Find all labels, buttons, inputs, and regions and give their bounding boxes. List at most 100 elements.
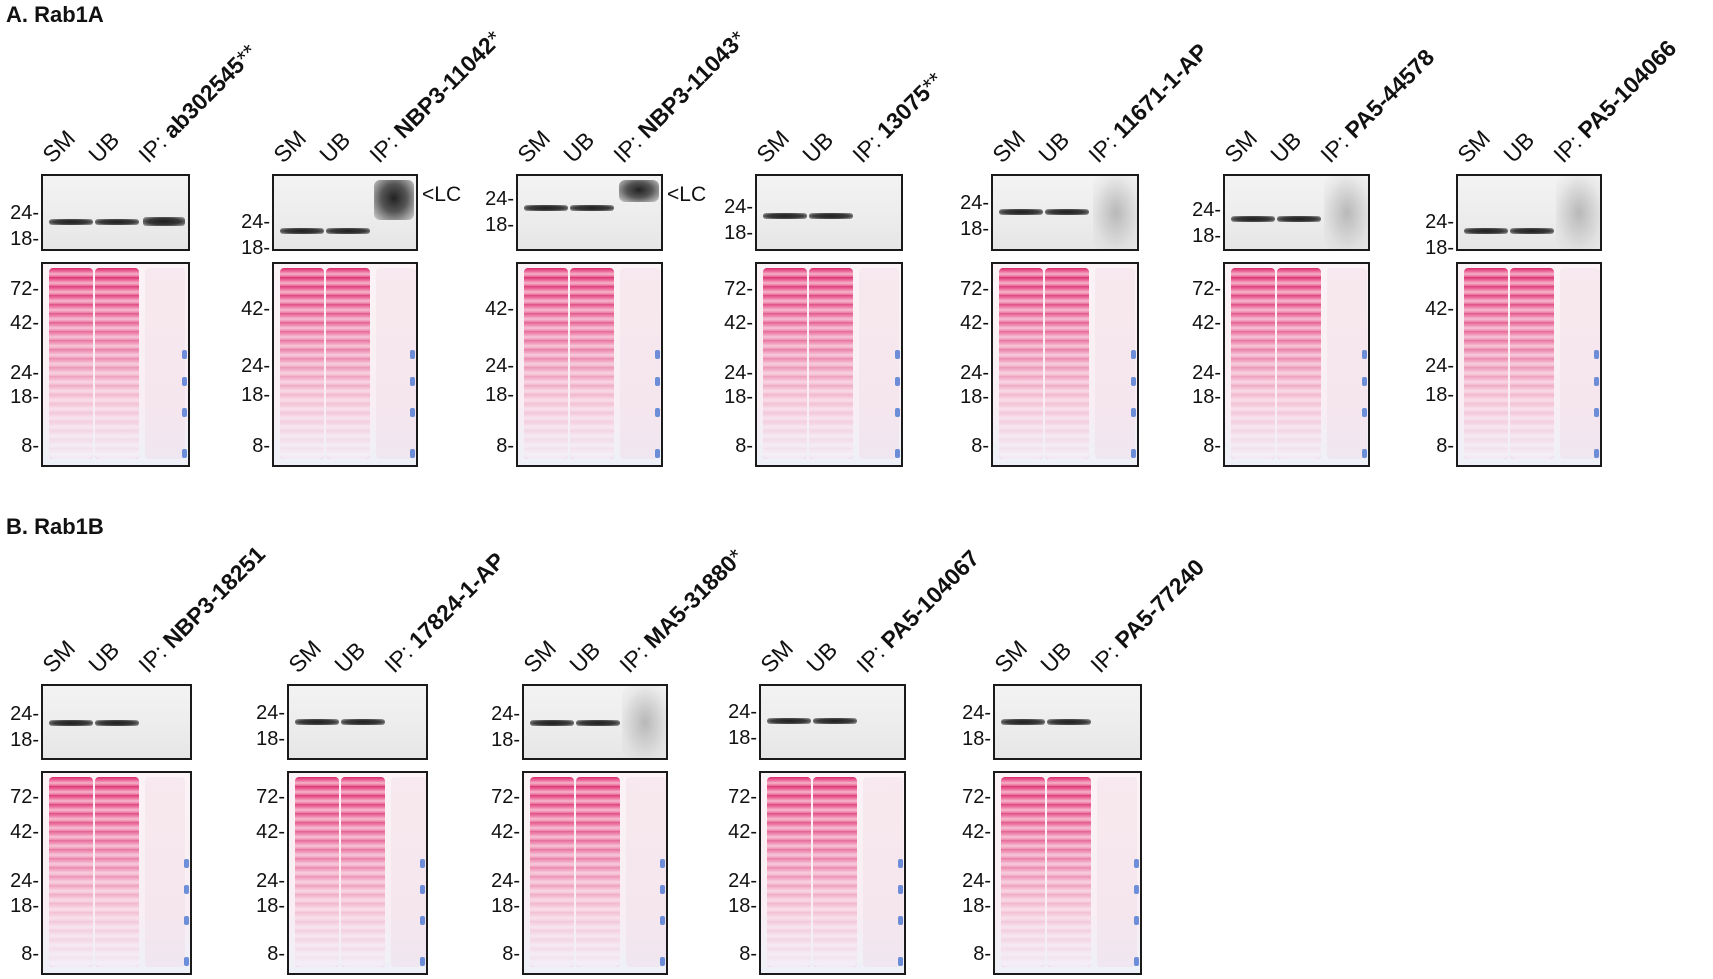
ip-haze: [1556, 176, 1600, 249]
stain-fade: [999, 268, 1043, 459]
mw-marker: 18-: [960, 218, 989, 240]
band-sm: [767, 718, 811, 724]
light-chain-label: <LC: [667, 183, 707, 206]
lane-label-ub: UB: [564, 636, 606, 678]
light-chain-label: <LC: [422, 183, 462, 206]
mw-marker: 24-: [485, 355, 514, 377]
stain-fade: [1001, 777, 1045, 967]
mw-marker: 8-: [267, 943, 285, 965]
ip-haze: [622, 686, 666, 758]
lane-label-ub: UB: [558, 126, 600, 168]
total-protein-stain-a1: [41, 262, 190, 467]
mw-marker: 8-: [971, 435, 989, 457]
ladder-marker: [1594, 377, 1599, 386]
lane-label-ip: IP: PA5-104066: [1548, 35, 1681, 168]
mw-marker: 24-: [241, 355, 270, 377]
mw-marker: 24-: [491, 703, 520, 725]
stain-lane-ip: [376, 268, 416, 459]
ladder-marker: [1362, 408, 1367, 417]
mw-marker: 8-: [252, 435, 270, 457]
section-b-title: B. Rab1B: [6, 514, 104, 539]
ladder-marker: [655, 449, 660, 458]
lane-label-ub: UB: [1033, 126, 1075, 168]
lane-label-ip: IP: 11671-1-AP: [1083, 38, 1213, 168]
mw-marker: 18-: [728, 727, 757, 749]
stain-fade: [1464, 268, 1508, 459]
band-ub: [809, 213, 853, 219]
total-protein-stain-a7: [1456, 262, 1602, 467]
band-ub: [813, 718, 857, 724]
mw-marker: 42-: [962, 821, 991, 843]
lane-label-sm: SM: [1219, 124, 1263, 168]
heavy-chain-smear: [374, 180, 414, 220]
total-protein-stain-b2: [287, 771, 428, 975]
mw-marker: 24-: [962, 870, 991, 892]
stain-fade: [280, 268, 324, 459]
stain-fade: [49, 268, 93, 459]
stain-fade: [1277, 268, 1321, 459]
ladder-marker: [898, 957, 903, 966]
lane-label-sm: SM: [755, 634, 799, 678]
ladder-marker: [184, 916, 189, 925]
band-ub: [576, 720, 620, 726]
lane-label-ip: IP: NBP3-11042*: [364, 25, 506, 167]
total-protein-stain-a5: [991, 262, 1139, 467]
total-protein-stain-b3: [522, 771, 668, 975]
stain-fade: [767, 777, 811, 967]
mw-marker: 18-: [10, 228, 39, 250]
antibody-id: PA5-44578: [1339, 43, 1440, 144]
lane-label-ip: IP: MA5-31880*: [614, 544, 748, 678]
mw-marker: 8-: [1203, 435, 1221, 457]
mw-marker: 42-: [241, 298, 270, 320]
antibody-id: MA5-31880: [638, 549, 743, 654]
lane-label-ub: UB: [1035, 636, 1077, 678]
ladder-marker: [410, 408, 415, 417]
band-ub: [1277, 216, 1321, 222]
ip-haze: [1093, 176, 1137, 249]
total-protein-stain-a3: [516, 262, 663, 467]
band-sm: [1464, 228, 1508, 234]
mw-marker: 72-: [962, 786, 991, 808]
lane-label-sm: SM: [1452, 124, 1496, 168]
mw-marker: 18-: [485, 214, 514, 236]
stain-fade: [1231, 268, 1275, 459]
mw-marker: 18-: [485, 384, 514, 406]
mw-marker: 24-: [960, 192, 989, 214]
band-sm: [530, 720, 574, 726]
ladder-marker: [1131, 350, 1136, 359]
band-ip: [143, 217, 185, 226]
heavy-chain-smear: [619, 180, 659, 202]
ladder-marker: [660, 859, 665, 868]
antibody-id: 11671-1-AP: [1107, 38, 1213, 144]
lane-label-sm: SM: [512, 124, 556, 168]
ladder-marker: [898, 916, 903, 925]
mw-marker: 18-: [1192, 225, 1221, 247]
western-blot-b3: [522, 684, 668, 760]
stain-fade: [570, 268, 614, 459]
mw-marker: 18-: [1192, 386, 1221, 408]
ladder-marker: [1131, 377, 1136, 386]
stain-fade: [576, 777, 620, 967]
lane-label-ub: UB: [1265, 126, 1307, 168]
ladder-marker: [660, 885, 665, 894]
ladder-marker: [1131, 449, 1136, 458]
band-sm: [1231, 216, 1275, 222]
lane-label-ub: UB: [801, 636, 843, 678]
ladder-marker: [1134, 916, 1139, 925]
mw-marker: 24-: [962, 702, 991, 724]
band-ub: [570, 205, 614, 211]
western-blot-a3: [516, 174, 663, 251]
ladder-marker: [1134, 957, 1139, 966]
ladder-marker: [1362, 350, 1367, 359]
mw-marker: 24-: [485, 188, 514, 210]
stain-fade: [530, 777, 574, 967]
mw-marker: 18-: [241, 237, 270, 259]
lane-label-sm: SM: [751, 124, 795, 168]
mw-marker: 8-: [739, 943, 757, 965]
mw-marker: 24-: [491, 870, 520, 892]
mw-marker: 18-: [10, 729, 39, 751]
mw-marker: 18-: [960, 386, 989, 408]
antibody-id: PA5-77240: [1109, 553, 1210, 654]
ladder-marker: [898, 885, 903, 894]
ladder-marker: [1594, 408, 1599, 417]
